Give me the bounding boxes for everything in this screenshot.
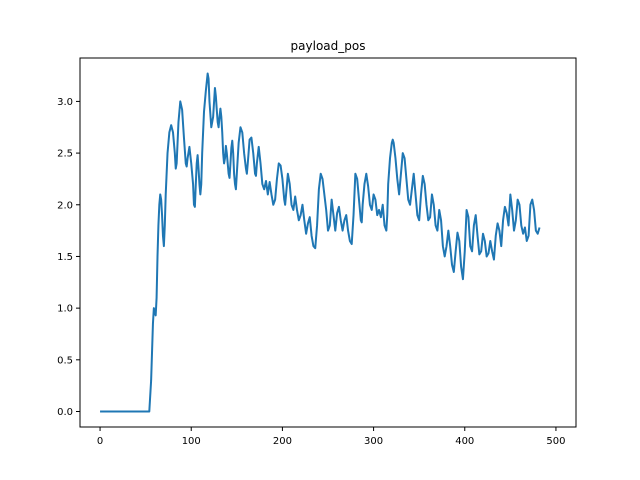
series-line-0 bbox=[100, 72, 541, 413]
y-tick-label: 1.5 bbox=[57, 252, 73, 263]
y-axis: 0.0 0.5 1.0 1.5 2.0 2.5 3.0 bbox=[57, 97, 80, 418]
y-tick-label: 2.5 bbox=[57, 149, 73, 160]
y-tick-label: 1.0 bbox=[57, 304, 73, 315]
y-tick-label: 0.0 bbox=[57, 407, 73, 418]
x-tick-label: 0 bbox=[97, 436, 103, 447]
y-tick-label: 0.5 bbox=[57, 355, 73, 366]
x-axis: 0 100 200 300 400 500 bbox=[97, 427, 565, 447]
plot-area bbox=[100, 72, 541, 413]
y-tick-label: 3.0 bbox=[57, 97, 73, 108]
y-tick-label: 2.0 bbox=[57, 200, 73, 211]
axes-frame bbox=[79, 57, 577, 428]
x-tick-label: 400 bbox=[455, 436, 474, 447]
x-tick-label: 200 bbox=[273, 436, 292, 447]
chart-title: payload_pos bbox=[291, 39, 366, 53]
x-tick-label: 100 bbox=[182, 436, 201, 447]
x-tick-label: 500 bbox=[546, 436, 565, 447]
x-tick-label: 300 bbox=[364, 436, 383, 447]
